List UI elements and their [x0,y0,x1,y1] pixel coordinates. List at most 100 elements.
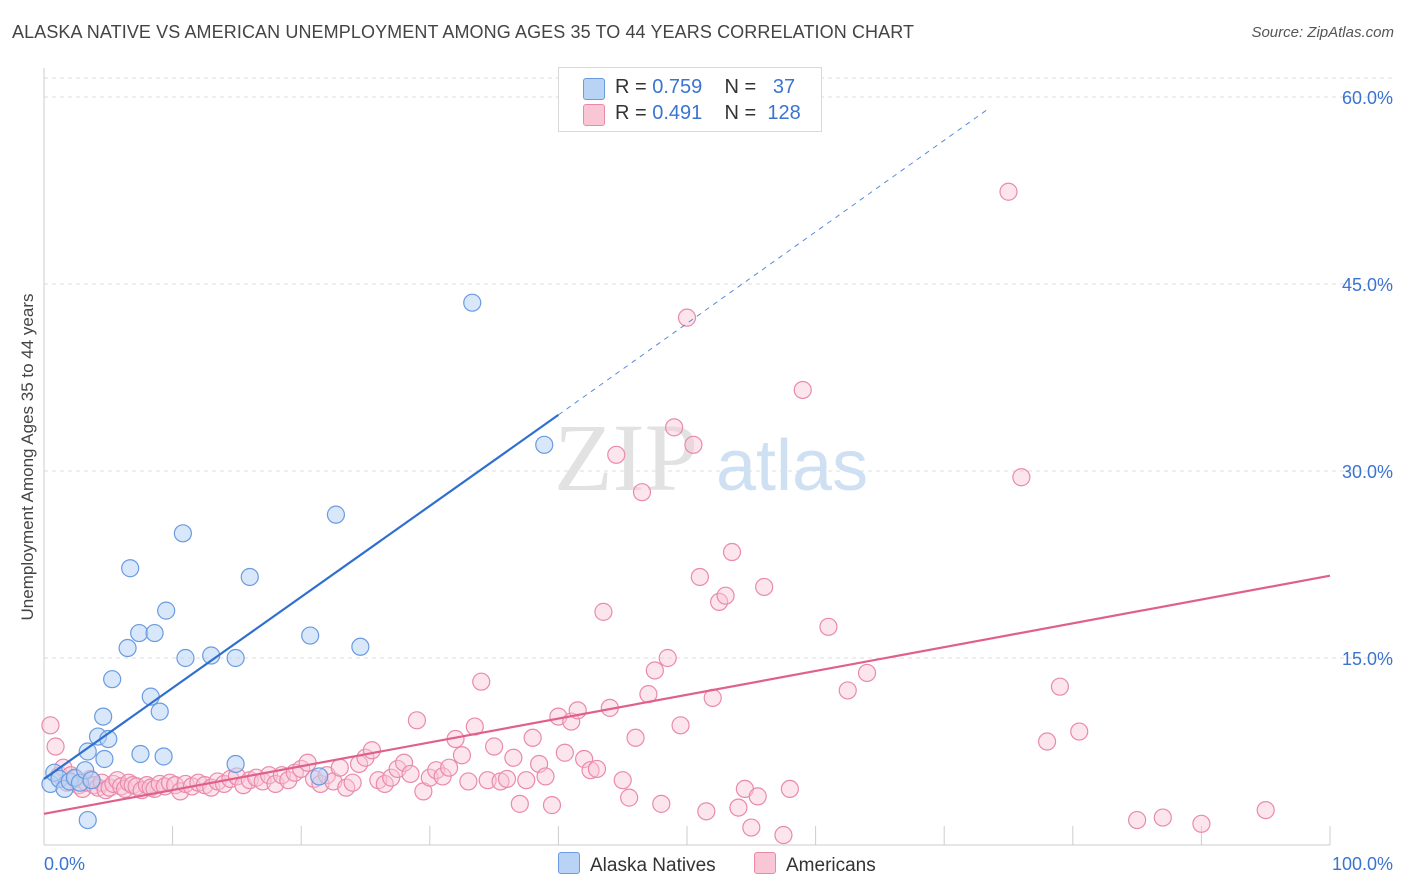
trend-lines [43,107,1331,815]
alaska-native-point-33 [326,505,346,524]
american-point-48 [279,771,298,790]
american-point-84 [510,794,529,813]
american-point-67 [401,764,420,784]
legend-n-label: N = [724,102,757,124]
american-point-56 [330,758,349,777]
legend-swatch-americans [754,852,776,874]
alaska-native-point-26 [176,648,195,668]
legend-swatch-alaska-natives [583,78,605,100]
legend-r-label: R = [615,76,647,98]
american-point-96 [587,759,607,779]
bottom-legend-americans[interactable]: Americans [754,852,876,877]
american-point-88 [536,767,555,786]
tick-labels: 15.0% 30.0% 45.0% 60.0% 0.0% 100.0% [44,88,1393,874]
american-point-101 [620,788,639,807]
american-point-95 [581,761,600,780]
american-point-121 [748,787,767,806]
american-point-86 [523,728,542,747]
alaska-native-point-19 [131,744,150,764]
alaska-native-point-36 [535,435,554,454]
alaska-native-point-21 [145,623,164,643]
legend-label-americans: Americans [786,855,876,876]
american-point-136 [1192,814,1211,833]
american-point-128 [857,663,877,683]
american-point-107 [658,648,677,668]
americans-trend-line [43,574,1331,815]
american-point-122 [755,577,774,597]
alaska-native-point-18 [130,623,149,643]
american-point-78 [472,672,491,691]
american-point-83 [504,748,523,767]
alaska-native-point-30 [240,567,259,587]
alaska-native-point-15 [103,670,122,689]
american-point-80 [485,737,504,756]
alaska-native-point-31 [301,626,320,645]
legend-r-label: R = [615,102,647,124]
alaska-native-point-23 [154,747,173,766]
american-point-125 [793,380,812,400]
american-point-1 [46,737,65,756]
american-point-102 [626,728,645,747]
alaska-native-point-16 [118,638,137,658]
alaska-native-point-22 [150,702,169,721]
american-point-85 [517,771,536,790]
american-point-66 [394,753,414,772]
alaska-natives-trend-extension [558,107,990,416]
american-point-100 [613,771,632,790]
x-tick-label-max: 100.0% [1332,854,1393,874]
american-point-126 [819,617,838,636]
american-point-123 [774,825,793,845]
american-point-124 [780,779,799,799]
american-point-82 [497,769,517,789]
legend-n-label: N = [724,76,757,98]
american-point-113 [697,802,716,821]
y-tick-label-45: 45.0% [1342,275,1393,295]
y-tick-label-60: 60.0% [1342,88,1393,108]
american-point-73 [439,758,459,777]
legend-n-value: 128 [767,102,801,124]
american-point-133 [1070,722,1089,741]
american-point-129 [999,182,1018,201]
american-point-79 [478,771,497,790]
alaska-natives-trend-line [43,414,560,780]
american-point-103 [632,483,652,502]
american-point-109 [671,716,690,735]
alaska-native-point-9 [82,771,101,790]
alaska-native-point-35 [463,293,482,312]
alaska-native-point-29 [226,754,245,774]
american-point-110 [677,308,697,327]
watermark-zip: ZIP [554,404,698,511]
american-point-68 [407,711,427,730]
alaska-natives-points [41,293,554,830]
legend-label-alaska-natives: Alaska Natives [590,855,716,876]
american-point-99 [607,445,626,464]
alaska-native-point-8 [78,742,97,761]
chart-title: ALASKA NATIVE VS AMERICAN UNEMPLOYMENT A… [12,22,915,42]
legend-r-value: 0.491 [652,102,703,124]
american-point-120 [742,818,761,837]
american-point-94 [575,749,594,769]
legend-stats-alaska-natives: R = 0.759 N = 37 [615,76,795,99]
alaska-native-point-12 [94,707,113,726]
alaska-native-point-10 [78,810,97,830]
legend-r-value: 0.759 [652,76,703,98]
american-point-134 [1127,810,1147,830]
american-point-51 [298,753,317,772]
american-point-97 [594,602,613,621]
alaska-native-point-32 [310,767,329,786]
source-credit: Source: ZipAtlas.com [1251,24,1394,41]
bottom-legend-alaska-natives[interactable]: Alaska Natives [558,852,716,877]
y-tick-label-15: 15.0% [1342,649,1393,669]
legend-n-value: 37 [772,76,796,98]
american-point-76 [459,772,478,791]
alaska-native-point-28 [226,648,245,668]
axes [43,68,1331,846]
american-point-61 [362,741,382,760]
alaska-native-point-17 [121,559,140,578]
american-point-106 [652,794,671,813]
american-point-89 [542,796,562,815]
american-point-117 [722,542,742,562]
american-point-75 [452,746,472,765]
alaska-native-point-25 [173,524,192,543]
